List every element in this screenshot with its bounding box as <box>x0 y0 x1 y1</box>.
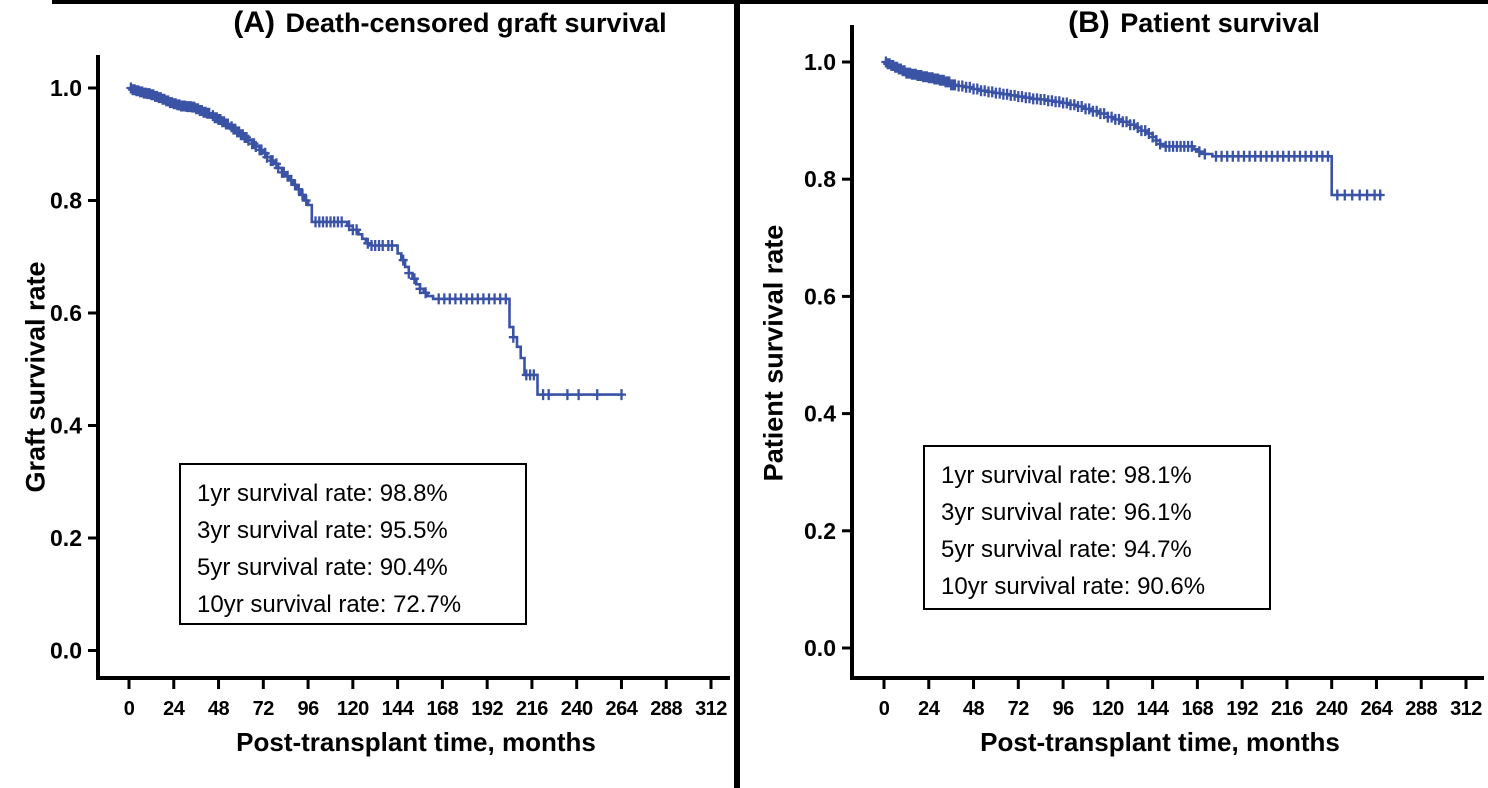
svg-text:1.0: 1.0 <box>50 75 82 101</box>
annotation-line: 5yr survival rate: 90.4% <box>197 554 448 581</box>
svg-text:24: 24 <box>163 698 186 720</box>
panel-b-x-axis-label: Post-transplant time, months <box>980 727 1340 757</box>
km-plot-patient: 1.0 0.8 0.6 0.4 0.2 0.0 0 24 48 72 96 120 144 168 192 2… <box>804 25 1484 720</box>
svg-text:48: 48 <box>963 698 985 720</box>
svg-text:216: 216 <box>1271 698 1303 720</box>
svg-text:0.8: 0.8 <box>50 188 82 214</box>
svg-text:96: 96 <box>1052 698 1074 720</box>
panel-divider <box>734 0 740 788</box>
km-plot-graft: 1.0 0.8 0.6 0.4 0.2 0.0 0 24 48 72 96 120 144 168 192 2… <box>50 55 730 720</box>
svg-text:0.4: 0.4 <box>804 401 836 427</box>
svg-text:1.0: 1.0 <box>804 49 836 75</box>
svg-text:0.8: 0.8 <box>804 166 836 192</box>
svg-text:0.4: 0.4 <box>50 413 82 439</box>
panel-a-y-axis-label: Graft survival rate <box>20 261 51 493</box>
svg-text:168: 168 <box>1181 698 1213 720</box>
annotation-line: 1yr survival rate: 98.1% <box>941 462 1192 489</box>
panel-b-y-axis-label: Patient survival rate <box>758 224 789 482</box>
svg-text:288: 288 <box>650 698 682 720</box>
svg-text:120: 120 <box>1092 698 1124 720</box>
annotation-line: 10yr survival rate: 90.6% <box>941 573 1206 600</box>
panel-a-label: (A) <box>233 6 276 39</box>
panel-a-title: (A) Death-censored graft survival <box>150 6 750 40</box>
panel-a-survival-rates-box: 1yr survival rate: 98.8% 3yr survival ra… <box>179 463 527 625</box>
svg-text:240: 240 <box>561 698 593 720</box>
annotation-line: 3yr survival rate: 96.1% <box>941 499 1192 526</box>
svg-text:0: 0 <box>124 698 135 720</box>
svg-text:0.0: 0.0 <box>804 635 836 661</box>
annotation-line: 10yr survival rate: 72.7% <box>197 591 462 618</box>
svg-text:192: 192 <box>471 698 503 720</box>
panel-b-label: (B) <box>1068 6 1110 39</box>
panel-b-title: (B) Patient survival <box>894 6 1488 40</box>
svg-text:192: 192 <box>1226 698 1258 720</box>
svg-text:48: 48 <box>208 698 230 720</box>
annotation-line: 3yr survival rate: 95.5% <box>197 517 448 544</box>
svg-text:0.6: 0.6 <box>804 283 836 309</box>
svg-text:264: 264 <box>1361 698 1394 720</box>
svg-text:288: 288 <box>1405 698 1437 720</box>
panel-a-graft-survival: 1.0 0.8 0.6 0.4 0.2 0.0 0 24 48 72 96 120 144 168 192 2… <box>20 6 730 757</box>
panel-a-x-axis-label: Post-transplant time, months <box>236 727 596 757</box>
panel-b-patient-survival: 1.0 0.8 0.6 0.4 0.2 0.0 0 24 48 72 96 120 144 168 192 2… <box>744 0 1488 788</box>
svg-text:0.6: 0.6 <box>50 300 82 326</box>
svg-text:120: 120 <box>337 698 369 720</box>
svg-text:264: 264 <box>606 698 639 720</box>
svg-text:312: 312 <box>695 698 727 720</box>
panel-b-survival-rates-box: 1yr survival rate: 98.1% 3yr survival ra… <box>923 445 1271 610</box>
svg-text:96: 96 <box>297 698 319 720</box>
panel-a-title-text: Death-censored graft survival <box>285 8 667 38</box>
svg-text:72: 72 <box>253 698 275 720</box>
svg-text:24: 24 <box>918 698 941 720</box>
svg-text:216: 216 <box>516 698 548 720</box>
annotation-line: 1yr survival rate: 98.8% <box>197 480 448 507</box>
svg-text:144: 144 <box>382 698 415 720</box>
panel-b-title-text: Patient survival <box>1120 8 1320 38</box>
svg-text:0.2: 0.2 <box>804 518 836 544</box>
svg-text:144: 144 <box>1137 698 1170 720</box>
svg-text:312: 312 <box>1450 698 1482 720</box>
figure-top-border <box>52 0 1488 4</box>
annotation-line: 5yr survival rate: 94.7% <box>941 536 1192 563</box>
svg-text:0: 0 <box>879 698 890 720</box>
svg-text:0.2: 0.2 <box>50 525 82 551</box>
svg-text:0.0: 0.0 <box>50 638 82 664</box>
svg-text:72: 72 <box>1008 698 1030 720</box>
svg-text:168: 168 <box>426 698 458 720</box>
svg-text:240: 240 <box>1316 698 1348 720</box>
